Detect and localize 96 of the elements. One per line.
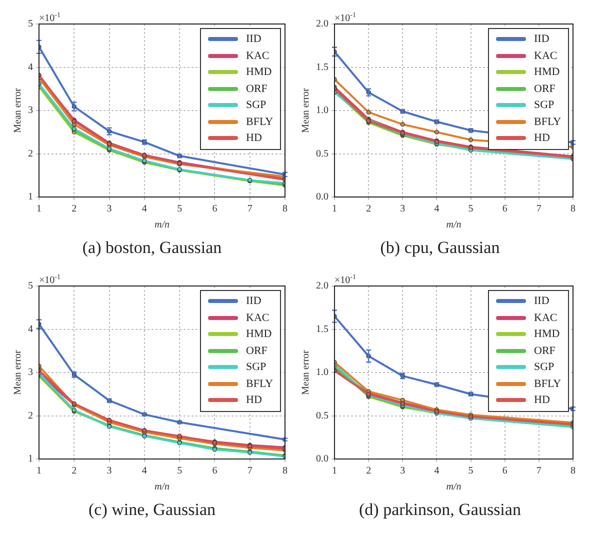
- x-tick-label: 7: [536, 466, 542, 477]
- x-tick-label: 3: [106, 466, 112, 477]
- legend-label: HD: [246, 394, 262, 406]
- x-tick-label: 1: [332, 204, 337, 215]
- legend-label: SGP: [534, 361, 554, 374]
- y-axis-title: Mean error: [12, 87, 24, 133]
- x-tick-label: 5: [177, 466, 182, 477]
- x-tick-label: 6: [502, 466, 508, 477]
- y-tick-label: 2.0: [316, 280, 328, 292]
- y-tick-label: 3: [28, 367, 33, 378]
- legend-label: HMD: [534, 328, 560, 340]
- legend-label: BFLY: [534, 378, 562, 390]
- y-tick-label: 0.5: [316, 410, 328, 422]
- legend-label: HMD: [246, 66, 272, 78]
- y-tick-label: 5: [28, 280, 33, 292]
- y-tick-label: 0.5: [316, 148, 328, 160]
- legend-label: HMD: [246, 328, 272, 340]
- y-tick-label: 1.5: [316, 62, 328, 73]
- x-tick-label: 1: [332, 466, 337, 477]
- point: [400, 122, 405, 127]
- legend-label: BFLY: [534, 116, 562, 128]
- y-tick-label: 2: [28, 410, 33, 422]
- y-tick-label: 2: [28, 148, 33, 160]
- x-axis-title: m/n: [446, 482, 462, 493]
- x-tick-label: 1: [36, 466, 42, 477]
- x-tick-label: 8: [570, 466, 576, 477]
- x-tick-label: 8: [570, 204, 576, 215]
- x-tick-label: 3: [106, 204, 112, 215]
- x-tick-label: 5: [468, 466, 474, 477]
- legend-label: IID: [246, 295, 262, 308]
- legend-label: ORF: [246, 344, 268, 357]
- legend-label: IID: [534, 295, 550, 308]
- x-tick-label: 5: [177, 204, 182, 215]
- y-axis-title: Mean error: [300, 349, 312, 395]
- y-tick-label: 1: [28, 454, 33, 465]
- legend-label: HD: [534, 394, 550, 406]
- legend-label: KAC: [534, 312, 558, 324]
- x-tick-label: 6: [502, 204, 508, 215]
- x-tick-label: 8: [282, 466, 288, 477]
- x-tick-label: 1: [36, 204, 42, 215]
- legend-label: HMD: [534, 66, 560, 78]
- y-tick-label: 1.0: [316, 367, 328, 378]
- y-tick-label: 2.0: [316, 18, 328, 30]
- x-tick-label: 6: [212, 466, 218, 477]
- y-tick-label: 4: [28, 324, 33, 335]
- legend-label: SGP: [246, 99, 266, 112]
- legend-label: ORF: [534, 344, 556, 357]
- text: (d) parkinson, Gaussian: [359, 500, 521, 520]
- y-tick-label: 1: [28, 192, 33, 203]
- x-tick-label: 6: [212, 204, 218, 215]
- x-tick-label: 2: [366, 204, 372, 215]
- x-tick-label: 7: [536, 204, 542, 215]
- x-tick-label: 8: [282, 204, 288, 215]
- y-axis-title: Mean error: [300, 87, 312, 133]
- text: (a) boston, Gaussian: [82, 238, 222, 258]
- point: [366, 110, 371, 115]
- legend-label: HD: [246, 132, 262, 144]
- legend-label: HD: [534, 132, 550, 144]
- y-tick-label: 1.0: [316, 105, 328, 116]
- legend-label: IID: [246, 33, 262, 46]
- x-tick-label: 4: [434, 204, 440, 215]
- x-tick-label: 4: [142, 466, 147, 477]
- text: (c) wine, Gaussian: [88, 500, 216, 520]
- y-tick-label: 4: [28, 62, 33, 73]
- legend-label: SGP: [246, 361, 266, 374]
- x-axis-title: m/n: [154, 482, 170, 493]
- x-tick-label: 4: [434, 466, 440, 477]
- x-tick-label: 7: [247, 466, 252, 477]
- x-tick-label: 2: [72, 466, 77, 477]
- x-tick-label: 5: [468, 204, 474, 215]
- y-tick-label: 0.0: [316, 192, 328, 203]
- text: (b) cpu, Gaussian: [380, 238, 500, 258]
- legend-label: KAC: [246, 312, 270, 324]
- point: [468, 138, 474, 142]
- x-axis-title: m/n: [154, 220, 170, 231]
- legend-label: SGP: [534, 99, 554, 112]
- x-tick-label: 2: [72, 204, 77, 215]
- x-tick-label: 3: [400, 466, 406, 477]
- x-axis-title: m/n: [446, 220, 462, 231]
- legend-label: KAC: [246, 50, 270, 62]
- point: [434, 130, 440, 134]
- y-tick-label: 3: [28, 105, 33, 116]
- x-tick-label: 2: [366, 466, 372, 477]
- y-tick-label: 1.5: [316, 324, 328, 335]
- x-tick-label: 4: [142, 204, 147, 215]
- legend-label: BFLY: [246, 116, 274, 128]
- x-tick-label: 3: [400, 204, 406, 215]
- legend-label: KAC: [534, 50, 558, 62]
- legend-label: IID: [534, 33, 550, 46]
- legend-label: ORF: [534, 82, 556, 95]
- legend-label: BFLY: [246, 378, 274, 390]
- legend-label: ORF: [246, 82, 268, 95]
- y-tick-label: 0.0: [316, 454, 328, 465]
- y-tick-label: 5: [28, 18, 33, 30]
- x-tick-label: 7: [247, 204, 252, 215]
- y-axis-title: Mean error: [12, 349, 24, 395]
